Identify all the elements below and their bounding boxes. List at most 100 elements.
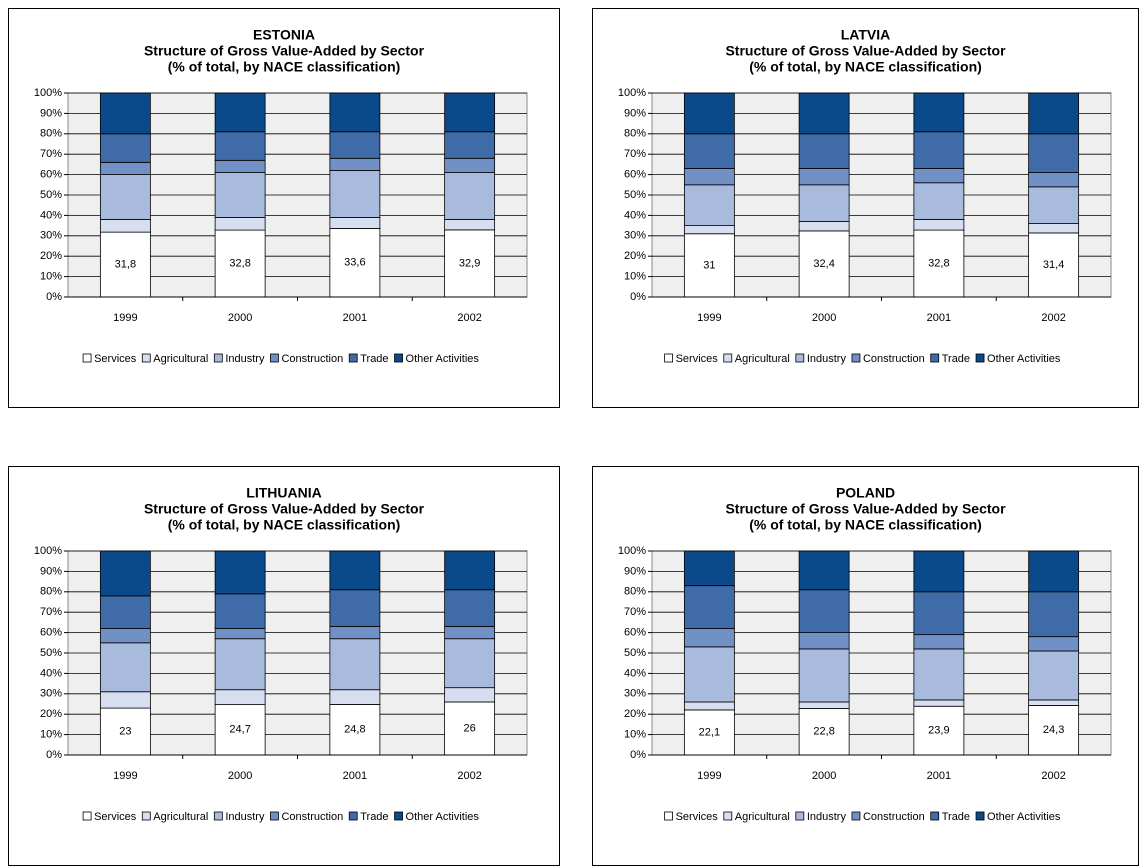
bar-segment: [913, 705, 965, 756]
legend-swatch: [851, 811, 861, 821]
legend-label: Trade: [360, 811, 388, 823]
bar-segment: [683, 184, 735, 227]
legend-label: Agricultural: [153, 353, 208, 365]
bar-segment: [329, 170, 381, 218]
chart-title: LATVIA: [841, 27, 891, 43]
bar-segment: [913, 634, 965, 650]
bar-segment: [913, 219, 965, 231]
bar-segment: [1028, 223, 1080, 234]
y-tick-label: 100%: [34, 87, 62, 99]
legend-swatch: [664, 353, 673, 363]
bar-segment: [683, 628, 735, 648]
data-label: 31: [703, 259, 715, 271]
y-tick-label: 60%: [624, 169, 646, 181]
y-tick-label: 20%: [40, 250, 62, 262]
bar-segment: [329, 589, 381, 627]
y-tick-label: 90%: [624, 565, 646, 577]
y-tick-label: 30%: [40, 688, 62, 700]
legend-swatch: [213, 353, 223, 363]
legend-swatch: [723, 353, 733, 363]
bar-segment: [798, 92, 850, 135]
chart-subtitle: (% of total, by NACE classification): [749, 517, 982, 533]
bar-segment: [444, 638, 496, 689]
y-tick-label: 30%: [624, 688, 646, 700]
bar-segment: [214, 550, 266, 595]
bar-segment: [214, 689, 266, 706]
y-tick-label: 90%: [40, 565, 62, 577]
data-label: 24,7: [229, 724, 250, 736]
data-label: 22,1: [699, 726, 720, 738]
bar-segment: [329, 131, 381, 159]
y-tick-label: 100%: [618, 545, 646, 557]
bar-segment: [329, 626, 381, 640]
bar-segment: [444, 626, 496, 640]
y-tick-label: 80%: [624, 586, 646, 598]
bar-segment: [913, 92, 965, 133]
bar-segment: [329, 92, 381, 133]
y-tick-label: 40%: [624, 667, 646, 679]
x-tick-label: 1999: [113, 312, 137, 324]
legend-label: Trade: [942, 353, 970, 365]
legend-swatch: [664, 811, 673, 821]
x-tick-label: 1999: [113, 770, 137, 782]
legend-swatch: [723, 811, 733, 821]
legend-swatch: [348, 811, 358, 821]
y-tick-label: 60%: [40, 169, 62, 181]
x-tick-label: 2000: [812, 312, 836, 324]
legend-label: Agricultural: [735, 811, 790, 823]
y-tick-label: 10%: [40, 271, 62, 283]
data-label: 23,9: [928, 725, 949, 737]
y-tick-label: 100%: [34, 545, 62, 557]
bar-segment: [913, 131, 965, 169]
legend-swatch: [930, 811, 940, 821]
bar-segment: [99, 133, 151, 163]
y-tick-label: 30%: [40, 230, 62, 242]
x-tick-label: 1999: [697, 312, 721, 324]
bar-segment: [214, 628, 266, 640]
bar-segment: [444, 701, 496, 756]
y-tick-label: 60%: [624, 627, 646, 639]
bar-segment: [99, 595, 151, 629]
legend-label: Industry: [225, 353, 265, 365]
legend-swatch: [975, 811, 985, 821]
y-tick-label: 100%: [618, 87, 646, 99]
y-tick-label: 90%: [40, 107, 62, 119]
bar-segment: [683, 585, 735, 629]
chart-subtitle: Structure of Gross Value-Added by Sector: [725, 43, 1006, 59]
bar-segment: [798, 133, 850, 169]
y-tick-label: 0%: [46, 749, 62, 761]
chart-title: POLAND: [836, 485, 895, 501]
bar-segment: [683, 233, 735, 298]
legend-swatch: [930, 353, 940, 363]
y-tick-label: 70%: [40, 606, 62, 618]
bar-segment: [329, 157, 381, 171]
bar-segment: [99, 550, 151, 597]
chart-title: LITHUANIA: [246, 485, 321, 501]
data-label: 32,8: [928, 257, 949, 269]
bar-segment: [1028, 699, 1080, 706]
legend-label: Services: [94, 811, 137, 823]
chart-subtitle: (% of total, by NACE classification): [168, 59, 401, 75]
data-label: 31,8: [115, 258, 136, 270]
bar-segment: [1028, 705, 1080, 756]
bar-segment: [1028, 550, 1080, 593]
bar-segment: [683, 646, 735, 703]
bar-segment: [683, 168, 735, 186]
legend-swatch: [394, 353, 403, 363]
legend-label: Industry: [807, 811, 847, 823]
bar-segment: [1028, 92, 1080, 135]
y-tick-label: 20%: [624, 708, 646, 720]
bar-segment: [1028, 650, 1080, 701]
bar-segment: [913, 168, 965, 184]
bar-segment: [683, 701, 735, 711]
bar-segment: [214, 172, 266, 218]
bar-segment: [683, 550, 735, 587]
bar-segment: [214, 217, 266, 231]
legend: Services Agricultural Industry Construction…: [82, 811, 479, 823]
legend-swatch: [270, 811, 279, 821]
bar-segment: [798, 221, 850, 232]
chart-subtitle: (% of total, by NACE classification): [749, 59, 982, 75]
bar-segment: [329, 704, 381, 756]
bar-segment: [798, 589, 850, 634]
